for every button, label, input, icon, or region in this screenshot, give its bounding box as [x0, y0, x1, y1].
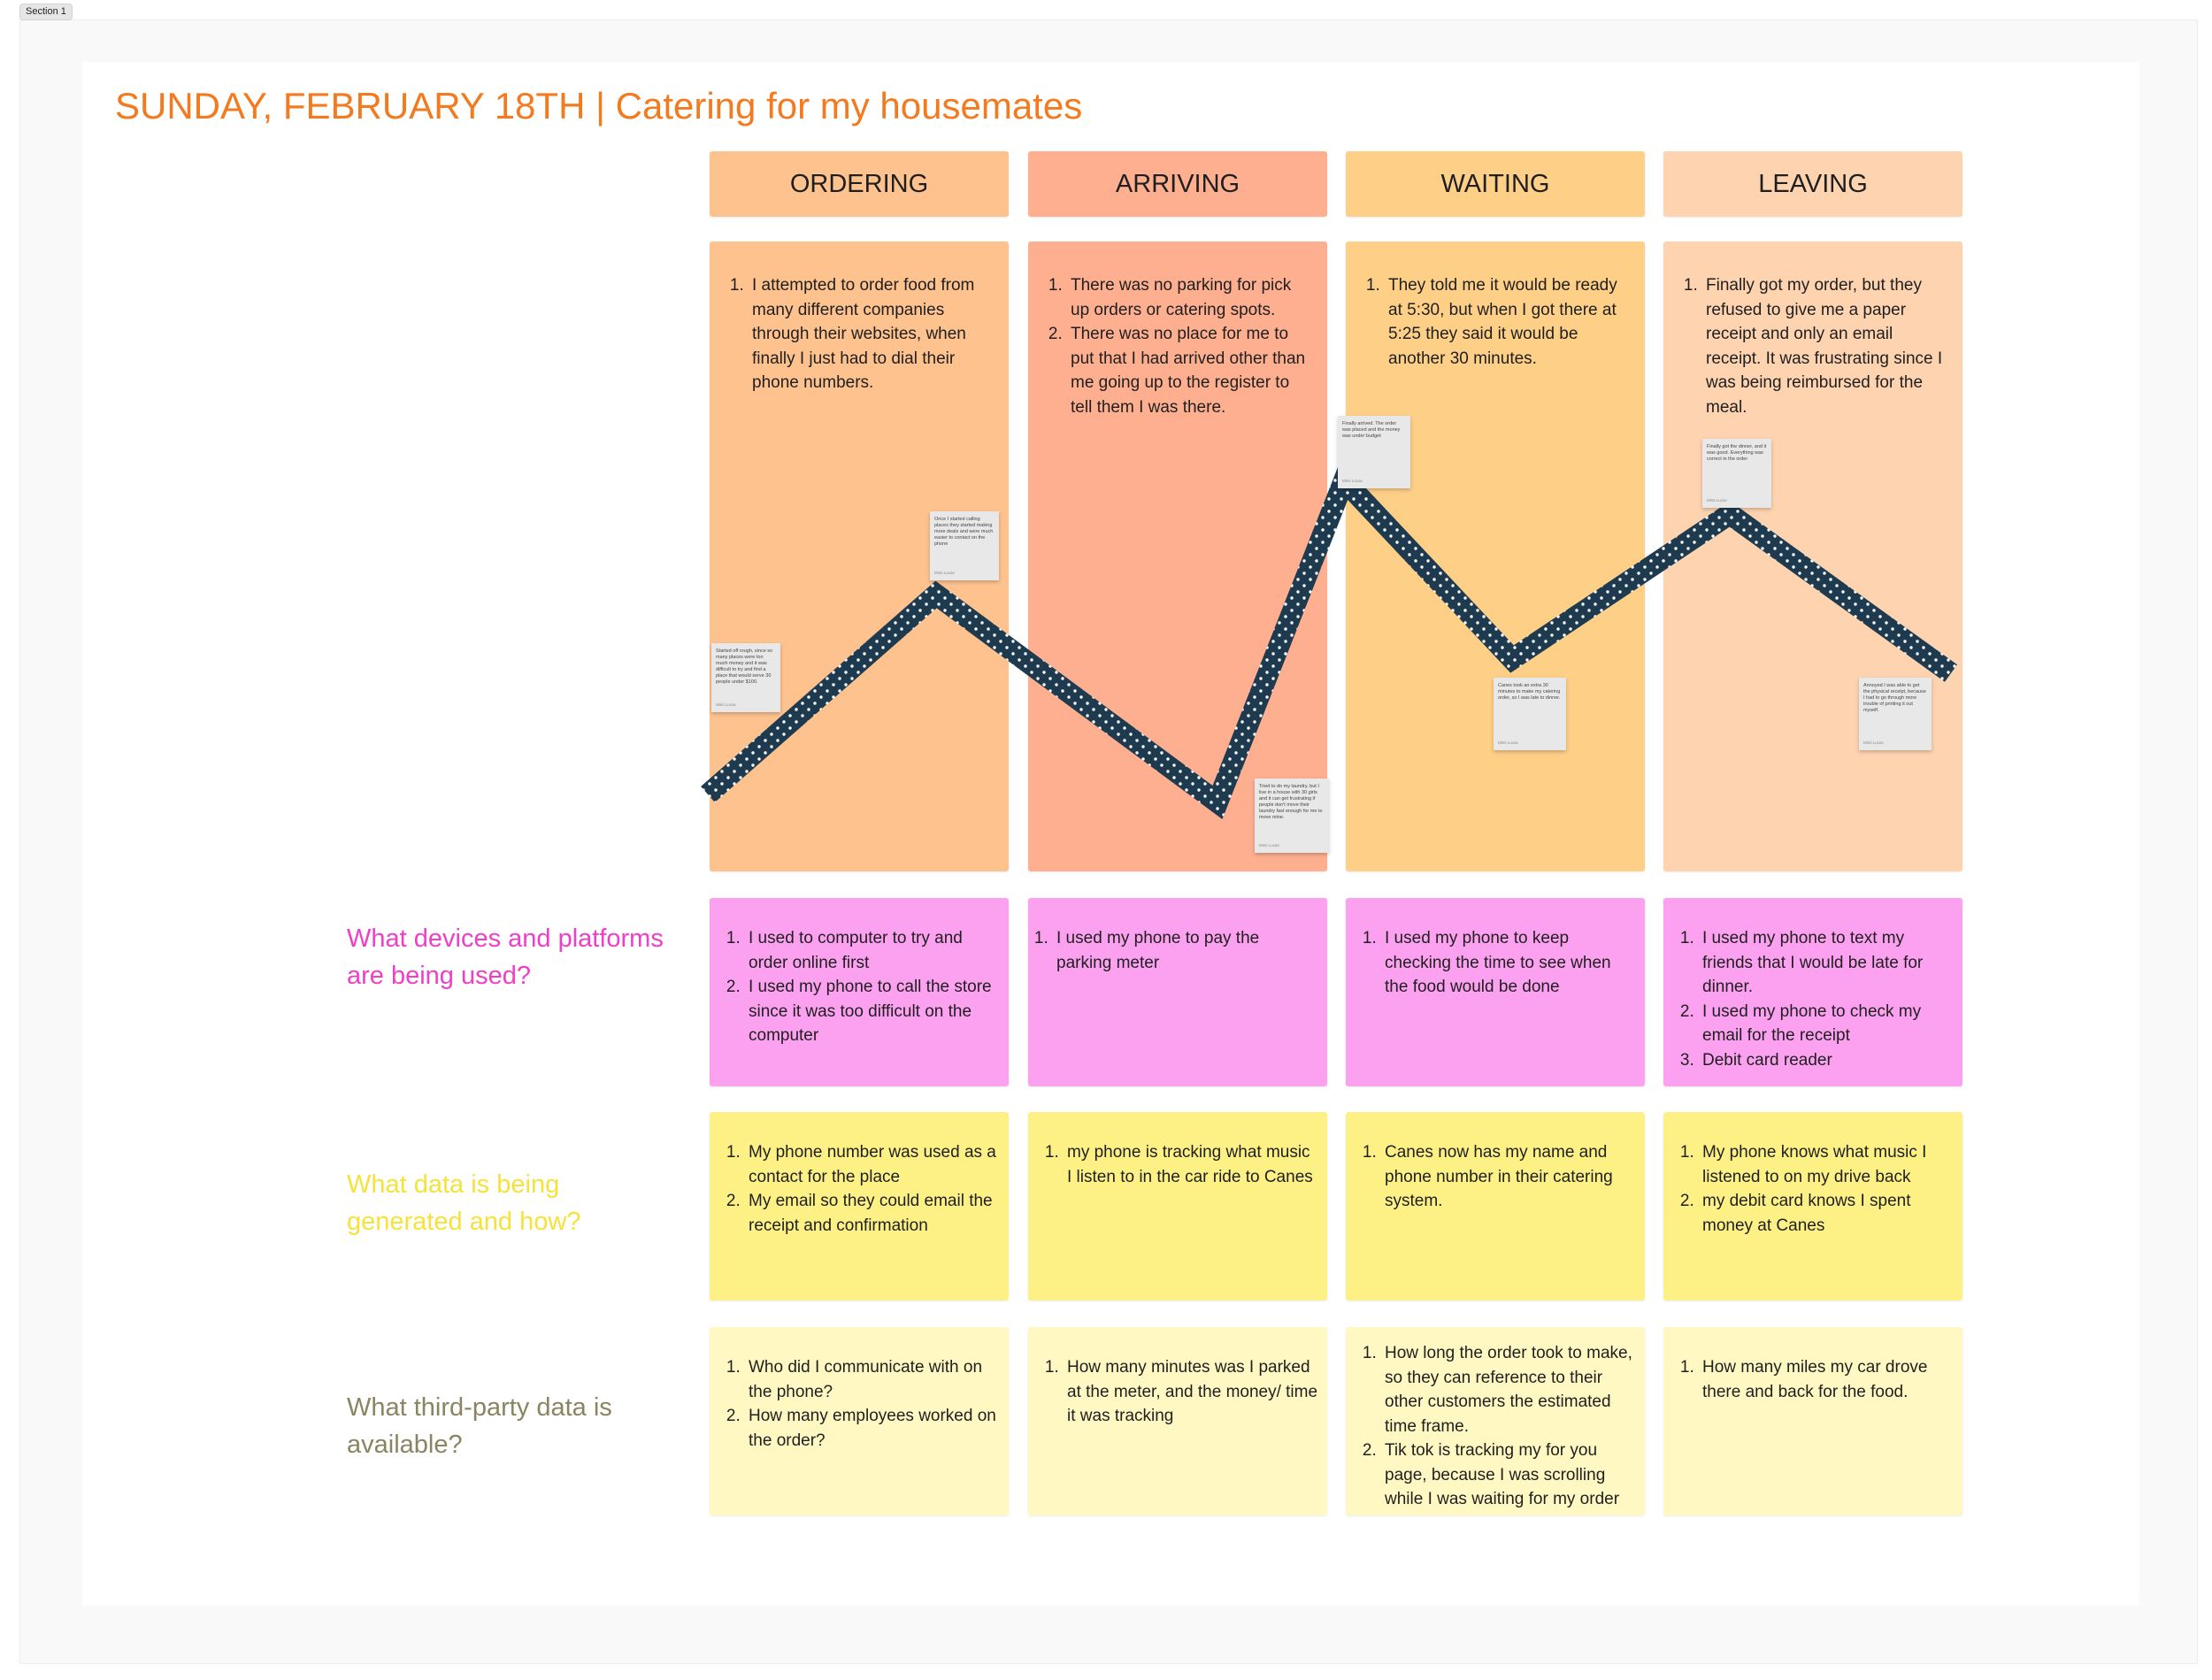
list-item: I used my phone to text my friends that …: [1699, 926, 1954, 1000]
sticky-note[interactable]: Tried to do my laundry, but I live in a …: [1255, 779, 1329, 853]
note-author: Mimi Lucas: [716, 702, 736, 707]
section-tag[interactable]: Section 1: [19, 4, 73, 20]
devices-card-ordering[interactable]: I used to computer to try and order onli…: [710, 898, 1009, 1086]
stage-header-ordering[interactable]: ORDERING: [710, 151, 1009, 217]
data-card-leaving[interactable]: My phone knows what music I listened to …: [1663, 1112, 1962, 1300]
note-author: Mimi Lucas: [934, 571, 955, 575]
third-party-card-ordering[interactable]: Who did I communicate with on the phone?…: [710, 1327, 1009, 1515]
devices-card-arriving[interactable]: I used my phone to pay the parking meter: [1028, 898, 1327, 1086]
row-label-devices: What devices and platforms are being use…: [347, 924, 664, 990]
note-text: Canes took an extra 30 minutes to make m…: [1498, 683, 1561, 701]
note-text: Tried to do my laundry, but I live in a …: [1259, 784, 1323, 820]
sticky-note[interactable]: Canes took an extra 30 minutes to make m…: [1494, 678, 1566, 750]
row-label-third-party: What third-party data is available?: [347, 1393, 612, 1459]
page-title: SUNDAY, FEBRUARY 18TH | Catering for my …: [115, 85, 1083, 127]
note-text: Finally got the dinner, and it was good.…: [1707, 444, 1767, 462]
data-card-arriving[interactable]: my phone is tracking what music I listen…: [1028, 1112, 1327, 1300]
list-item: How many minutes was I parked at the met…: [1064, 1355, 1318, 1429]
third-party-card-leaving[interactable]: How many miles my car drove there and ba…: [1663, 1327, 1962, 1515]
list-item: I used to computer to try and order onli…: [745, 926, 1000, 975]
sticky-note[interactable]: Once I started calling places they start…: [930, 511, 999, 580]
list-item: my debit card knows I spent money at Can…: [1699, 1189, 1954, 1238]
list-item: Debit card reader: [1699, 1048, 1954, 1073]
list-item: Finally got my order, but they refused t…: [1702, 273, 1943, 419]
list-item: My phone number was used as a contact fo…: [745, 1140, 1000, 1189]
list-item: How long the order took to make, so they…: [1381, 1341, 1636, 1438]
note-text: Annoyed I was able to get the physical r…: [1863, 683, 1926, 713]
list-item: my phone is tracking what music I listen…: [1064, 1140, 1318, 1189]
data-card-ordering[interactable]: My phone number was used as a contact fo…: [710, 1112, 1009, 1300]
list-item: I attempted to order food from many diff…: [749, 273, 989, 395]
story-card-arriving[interactable]: There was no parking for pick up orders …: [1028, 242, 1327, 871]
devices-card-leaving[interactable]: I used my phone to text my friends that …: [1663, 898, 1962, 1086]
list-item: There was no parking for pick up orders …: [1067, 273, 1308, 322]
note-author: Mimi Lucas: [1707, 498, 1727, 502]
devices-card-waiting[interactable]: I used my phone to keep checking the tim…: [1346, 898, 1645, 1086]
list-item: They told me it would be ready at 5:30, …: [1385, 273, 1625, 371]
sticky-note[interactable]: Started off rough, since so many places …: [711, 643, 780, 712]
list-item: I used my phone to check my email for th…: [1699, 1000, 1954, 1048]
sticky-note[interactable]: Annoyed I was able to get the physical r…: [1859, 678, 1932, 750]
list-item: How many miles my car drove there and ba…: [1699, 1355, 1954, 1404]
stage-header-waiting[interactable]: WAITING: [1346, 151, 1645, 217]
note-author: Mimi Lucas: [1498, 740, 1518, 745]
list-item: Who did I communicate with on the phone?: [745, 1355, 1000, 1404]
list-item: I used my phone to keep checking the tim…: [1381, 926, 1636, 1000]
sticky-note[interactable]: Finally got the dinner, and it was good.…: [1702, 439, 1771, 508]
row-label-data: What data is being generated and how?: [347, 1170, 581, 1236]
third-party-card-arriving[interactable]: How many minutes was I parked at the met…: [1028, 1327, 1327, 1515]
note-text: Finally arrived. The order was placed an…: [1342, 421, 1401, 439]
note-text: Once I started calling places they start…: [934, 517, 994, 547]
story-card-leaving[interactable]: Finally got my order, but they refused t…: [1663, 242, 1962, 871]
note-author: Mimi Lucas: [1863, 740, 1884, 745]
stage-header-arriving[interactable]: ARRIVING: [1028, 151, 1327, 217]
list-item: There was no place for me to put that I …: [1067, 322, 1308, 419]
stage-header-leaving[interactable]: LEAVING: [1663, 151, 1962, 217]
story-card-waiting[interactable]: They told me it would be ready at 5:30, …: [1346, 242, 1645, 871]
data-card-waiting[interactable]: Canes now has my name and phone number i…: [1346, 1112, 1645, 1300]
note-text: Started off rough, since so many places …: [716, 648, 773, 685]
sticky-note[interactable]: Finally arrived. The order was placed an…: [1338, 416, 1410, 488]
list-item: My email so they could email the receipt…: [745, 1189, 1000, 1238]
note-author: Mimi Lucas: [1259, 843, 1279, 848]
note-author: Mimi Lucas: [1342, 479, 1363, 483]
list-item: My phone knows what music I listened to …: [1699, 1140, 1954, 1189]
list-item: Canes now has my name and phone number i…: [1381, 1140, 1636, 1214]
list-item: How many employees worked on the order?: [745, 1404, 1000, 1453]
list-item: I used my phone to call the store since …: [745, 975, 1000, 1048]
list-item: Tik tok is tracking my for you page, bec…: [1381, 1438, 1636, 1512]
third-party-card-waiting[interactable]: How long the order took to make, so they…: [1346, 1327, 1645, 1515]
list-item: I used my phone to pay the parking meter: [1053, 926, 1318, 975]
